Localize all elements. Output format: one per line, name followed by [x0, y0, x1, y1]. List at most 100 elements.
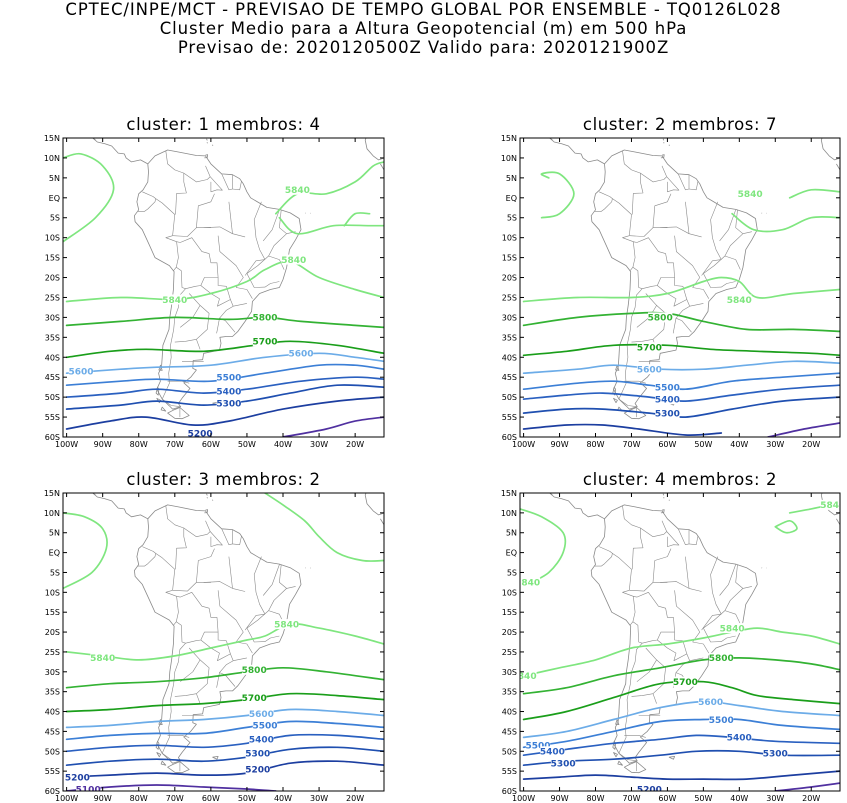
lat-label: 60S — [45, 787, 60, 796]
isoline-5800 — [65, 666, 384, 689]
header-line-1: CPTEC/INPE/MCT - PREVISAO DE TEMPO GLOBA… — [65, 0, 782, 19]
country-border — [155, 198, 179, 271]
coastline-south-america — [134, 149, 302, 410]
isoline-label: 5800 — [252, 314, 277, 324]
state-border — [196, 548, 215, 583]
state-border — [692, 641, 710, 654]
state-border — [253, 201, 266, 260]
state-border — [674, 590, 701, 643]
isoline-5840 — [522, 276, 840, 303]
state-border — [674, 235, 701, 288]
lon-label: 40W — [274, 440, 292, 449]
isoline-label-bg — [216, 372, 242, 383]
lon-label: 60W — [202, 440, 220, 449]
island — [160, 760, 167, 766]
lon-label: 60W — [658, 440, 676, 449]
lat-label: 10N — [44, 154, 60, 163]
coastline-africa — [380, 518, 384, 526]
isoline-label: 5700 — [673, 678, 698, 688]
lon-label: 70W — [166, 440, 184, 449]
lon-label: 20W — [802, 440, 820, 449]
isoline-label: 5400 — [727, 734, 752, 744]
country-border — [138, 191, 156, 212]
lat-label: 20S — [502, 628, 517, 637]
state-border — [692, 287, 710, 299]
isoline-5600 — [522, 360, 840, 375]
isoline-5840 — [540, 171, 575, 219]
lat-label: EQ — [506, 194, 517, 203]
lon-label: 80W — [130, 440, 148, 449]
island — [212, 756, 219, 760]
isoline-5500 — [65, 720, 384, 741]
state-border — [217, 590, 244, 643]
isoline-labels: 5840 5840 5800 5700 5600 5500 5400 5300 5200 5200… — [65, 619, 299, 791]
state-border — [246, 255, 280, 288]
isolines — [522, 171, 840, 437]
lat-label: 35S — [502, 688, 517, 697]
basemap — [92, 135, 384, 420]
isoline-5800 — [522, 657, 840, 695]
state-border — [710, 556, 722, 615]
island — [613, 397, 618, 404]
coastline-caribbean — [205, 135, 207, 136]
country-border — [642, 631, 675, 644]
isoline-5800 — [522, 311, 840, 333]
lon-label: 40W — [730, 794, 748, 803]
state-border — [652, 548, 672, 583]
lat-label: 30S — [502, 313, 517, 322]
isoline-label: 5840 — [281, 256, 306, 266]
coastline-north-america — [552, 112, 570, 134]
lat-label: 20S — [45, 274, 60, 283]
coastline-caribbean — [204, 509, 208, 514]
state-border — [724, 233, 744, 270]
panel-4: cluster: 4 membros: 2 5840 840 5840 840 5800 5… — [501, 470, 841, 803]
country-border — [622, 150, 644, 215]
state-border — [703, 255, 736, 288]
state-border — [685, 201, 690, 234]
country-border — [677, 528, 690, 545]
coastline-caribbean — [206, 142, 208, 144]
isoline-label: 5700 — [242, 694, 267, 704]
isoline-5400 — [522, 384, 840, 402]
isoline-label: 5840 — [738, 190, 763, 200]
coastline-tierra-del-fuego — [623, 407, 647, 420]
isoline-label-bg — [719, 623, 745, 634]
country-border — [209, 531, 223, 547]
isoline-5800 — [65, 316, 384, 329]
coastline-africa — [380, 163, 384, 171]
isoline-5840 — [274, 161, 384, 215]
state-border — [203, 226, 246, 238]
lat-label: 55S — [502, 413, 517, 422]
coastline-caribbean — [206, 493, 208, 496]
lon-label: 50W — [238, 794, 256, 803]
coastline-south-america — [134, 504, 302, 764]
panel-title: cluster: 3 membros: 2 — [126, 470, 320, 489]
lat-label: 15S — [502, 608, 517, 617]
lat-label: EQ — [49, 549, 60, 558]
isoline-label: 5500 — [655, 384, 680, 394]
lon-label: 90W — [551, 440, 569, 449]
isoline-label-bg — [90, 652, 115, 663]
state-border — [629, 227, 668, 237]
lon-label: 70W — [622, 440, 640, 449]
isoline-5700 — [522, 343, 840, 357]
lat-label: 5N — [49, 529, 60, 538]
lon-label: 80W — [586, 440, 604, 449]
isoline-label: 5200 — [65, 773, 90, 783]
country-border — [183, 165, 211, 183]
lon-label: 40W — [730, 440, 748, 449]
country-border — [232, 181, 242, 191]
lat-label: 60S — [502, 433, 517, 442]
lon-label: 70W — [622, 794, 640, 803]
coastline-caribbean — [660, 154, 665, 159]
isoline-label-bg — [216, 386, 242, 397]
lat-label: 25S — [45, 648, 60, 657]
isoline-label: 5840 — [285, 186, 310, 196]
isoline-labels: 5840840584084058005700560055005500540054… — [520, 499, 840, 791]
coastline-caribbean — [204, 154, 208, 159]
lat-label: 45S — [502, 373, 517, 382]
isoline-label: 5200 — [188, 429, 213, 439]
lat-label: 15N — [501, 134, 517, 143]
isoline-label-bg — [252, 720, 278, 731]
lat-label: 5S — [50, 214, 60, 223]
